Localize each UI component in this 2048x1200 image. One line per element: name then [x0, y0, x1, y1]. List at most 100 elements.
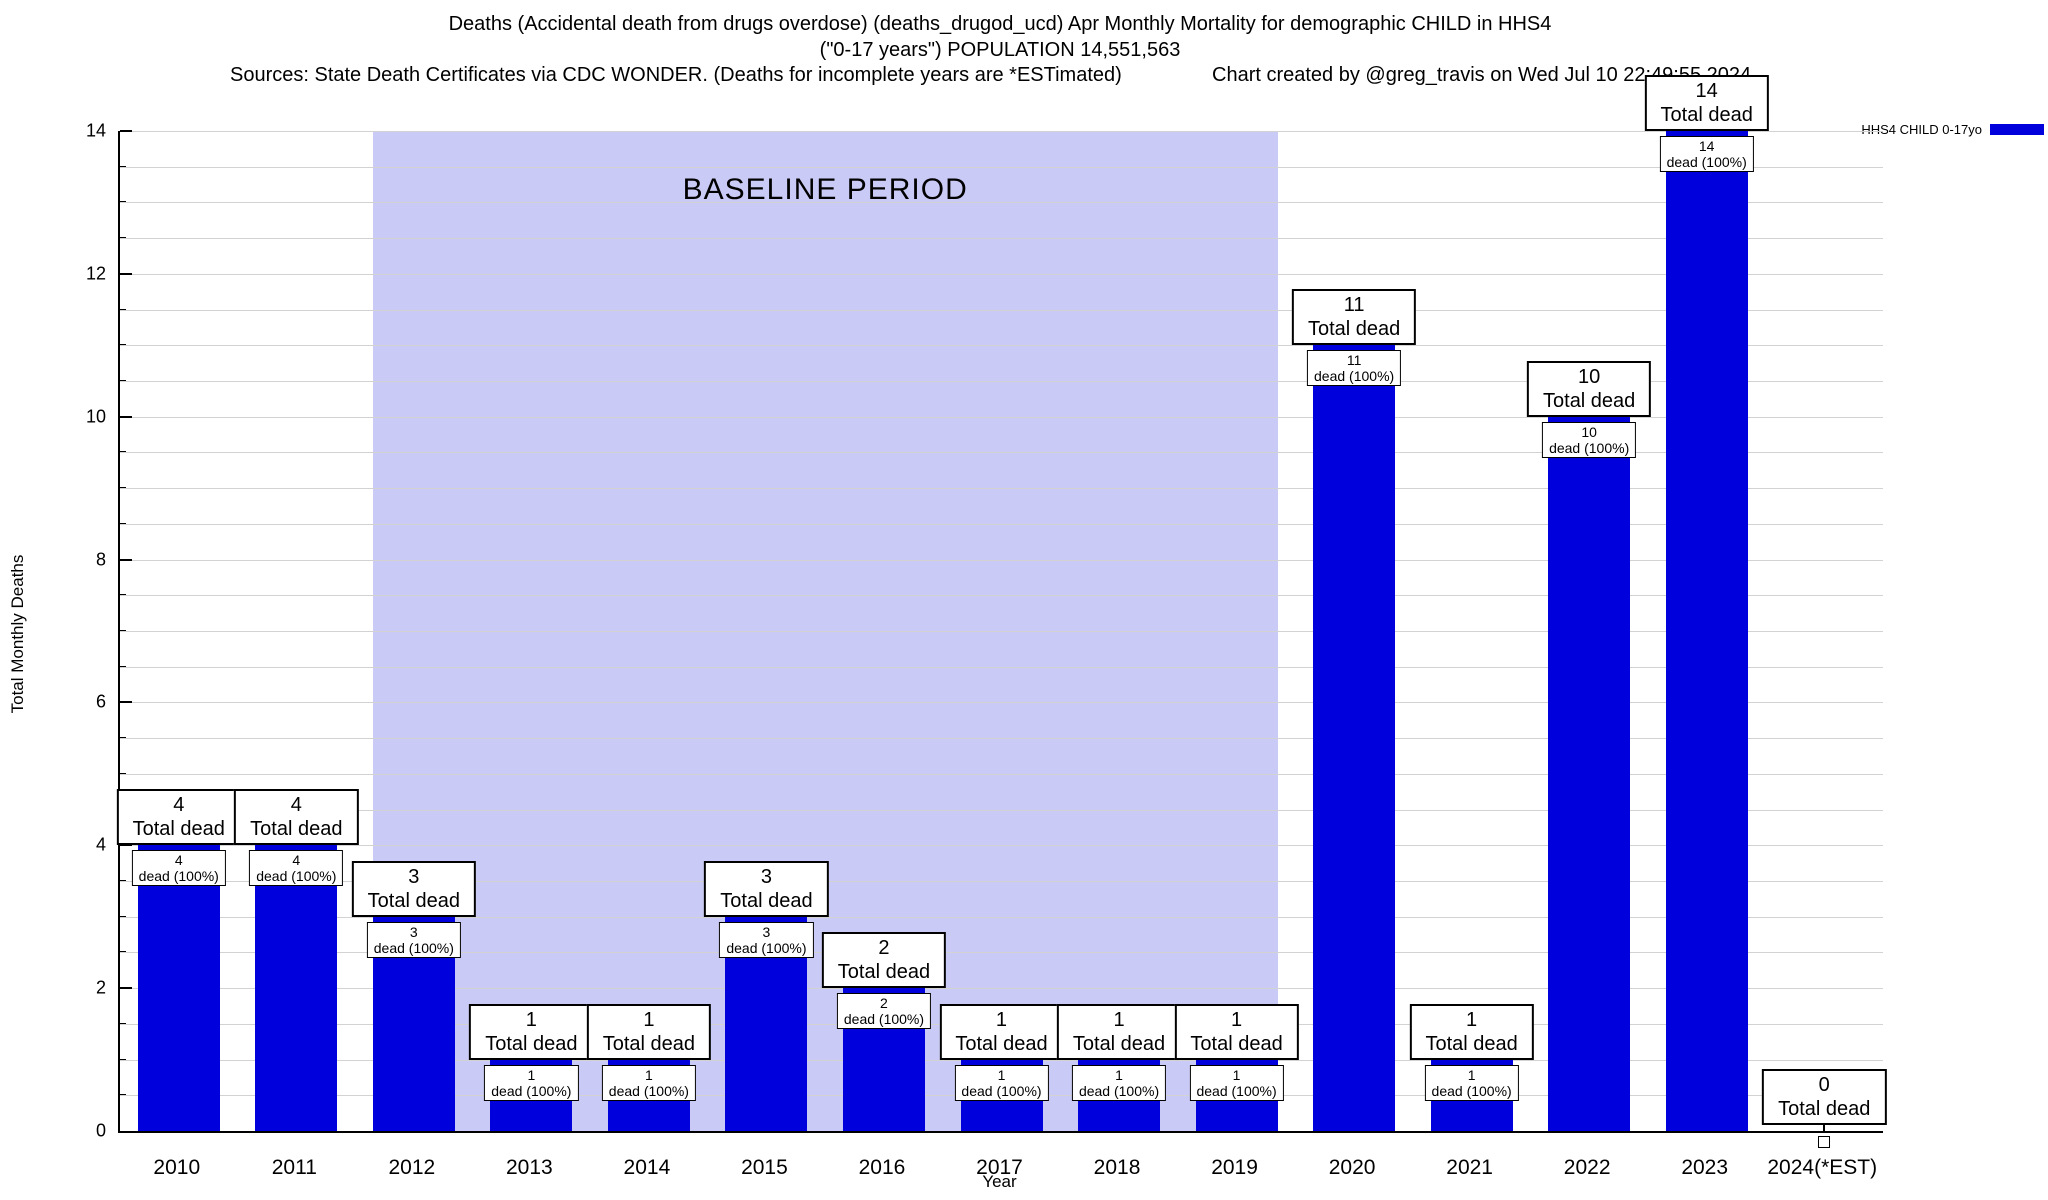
y-axis-tick: [120, 1058, 126, 1060]
total-dead-label: 3 Total dead: [351, 860, 476, 917]
total-dead-label: 1 Total dead: [1409, 1003, 1534, 1060]
total-dead-value: 1: [1230, 1008, 1243, 1031]
bar: [255, 845, 338, 1131]
x-axis-tick-label: 2014: [623, 1156, 671, 1179]
bar: [1548, 416, 1631, 1131]
y-axis-tick: [120, 308, 126, 310]
total-dead-value: 1: [1466, 1008, 1478, 1031]
bar-count-value: 2: [880, 995, 888, 1012]
zero-bar-marker: [1818, 1136, 1831, 1148]
x-axis-tick-label: 2020: [1328, 1156, 1376, 1179]
bar-count-value: 1: [527, 1066, 536, 1083]
bar-count-text: dead (100%): [491, 1082, 572, 1099]
total-dead-label: 4 Total dead: [116, 789, 241, 846]
total-dead-text: Total dead: [250, 818, 343, 841]
x-axis-tick: [1823, 1121, 1826, 1131]
y-axis-tick-label: 8: [95, 549, 106, 570]
bar-count-label: 14 dead (100%): [1659, 136, 1754, 172]
total-dead-label: 3 Total dead: [704, 860, 829, 917]
y-axis-tick-label: 12: [85, 263, 106, 284]
y-axis-tick: [120, 451, 126, 453]
y-axis-tick: [120, 344, 126, 346]
bar-count-text: dead (100%): [1314, 368, 1395, 385]
y-axis-tick: [120, 165, 126, 167]
gridline: [120, 345, 1883, 347]
bar-count-value: 14: [1698, 138, 1715, 154]
bar: [137, 845, 220, 1131]
y-axis-tick: [120, 237, 126, 239]
bar-count-text: dead (100%): [843, 1011, 925, 1028]
x-axis-tick-label: 2010: [153, 1156, 201, 1179]
total-dead-text: Total dead: [837, 961, 931, 984]
gridline: [120, 881, 1883, 882]
gridline: [120, 381, 1883, 382]
legend-label: HHS4 CHILD 0-17yo: [1861, 122, 1982, 137]
gridline: [120, 309, 1883, 311]
y-axis-tick: [120, 1022, 126, 1024]
bar-count-value: 3: [762, 923, 771, 940]
bar-count-label: 3 dead (100%): [719, 921, 814, 958]
bar-count-value: 3: [409, 923, 418, 940]
total-dead-text: Total dead: [132, 818, 225, 841]
legend-color-swatch: [1990, 124, 2044, 135]
total-dead-value: 3: [760, 865, 772, 888]
gridline: [120, 809, 1883, 811]
bar-count-value: 10: [1581, 423, 1597, 440]
gridline: [120, 238, 1883, 240]
baseline-period-label: BASELINE PERIOD: [682, 173, 968, 206]
total-dead-text: Total dead: [485, 1032, 578, 1055]
bar-count-value: 1: [1232, 1066, 1241, 1083]
total-dead-label: 14 Total dead: [1644, 75, 1769, 131]
gridline: [120, 559, 1883, 561]
total-dead-label: 1 Total dead: [586, 1003, 712, 1060]
total-dead-label: 1 Total dead: [469, 1003, 594, 1060]
legend: HHS4 CHILD 0-17yo: [1861, 122, 2044, 137]
y-axis-tick: [120, 522, 126, 524]
gridline: [120, 488, 1883, 490]
total-dead-text: Total dead: [602, 1032, 696, 1055]
bar-count-value: 4: [292, 852, 301, 869]
x-axis-tick-label: 2013: [506, 1156, 553, 1179]
gridline: [120, 916, 1883, 918]
x-axis-tick-label: 2017: [976, 1156, 1023, 1179]
bar-count-text: dead (100%): [1666, 154, 1747, 170]
gridline: [120, 273, 1883, 275]
bar: [1665, 131, 1748, 1131]
y-axis-tick: [120, 701, 132, 704]
gridline: [120, 988, 1883, 990]
total-dead-label: 2 Total dead: [821, 932, 947, 989]
y-axis-tick: [120, 201, 126, 203]
y-axis-tick: [120, 1094, 126, 1096]
bar-count-text: dead (100%): [961, 1082, 1042, 1099]
gridline: [120, 416, 1883, 418]
total-dead-label: 11 Total dead: [1291, 289, 1417, 346]
y-axis-tick: [120, 594, 126, 596]
total-dead-value: 1: [1113, 1008, 1125, 1031]
x-axis-title: Year: [982, 1172, 1017, 1191]
total-dead-text: Total dead: [1072, 1032, 1166, 1055]
total-dead-text: Total dead: [720, 889, 813, 912]
bar-count-text: dead (100%): [1431, 1082, 1512, 1099]
total-dead-text: Total dead: [1778, 1098, 1871, 1120]
total-dead-value: 10: [1578, 365, 1601, 388]
bar-count-label: 1 dead (100%): [954, 1064, 1049, 1101]
total-dead-label: 4 Total dead: [234, 789, 359, 846]
gridline: [120, 595, 1883, 597]
bar-count-label: 11 dead (100%): [1307, 350, 1402, 387]
total-dead-label: 0 Total dead: [1762, 1069, 1887, 1125]
bar-count-label: 3 dead (100%): [366, 921, 461, 958]
bar-count-label: 10 dead (100%): [1542, 421, 1637, 458]
x-axis-title-wrap: Year: [118, 1172, 1881, 1192]
bar-count-value: 1: [1115, 1066, 1123, 1083]
total-dead-value: 4: [173, 794, 185, 817]
total-dead-label: 1 Total dead: [1056, 1003, 1182, 1060]
x-axis-tick-label: 2015: [741, 1156, 788, 1179]
total-dead-text: Total dead: [1425, 1032, 1518, 1055]
bar-count-text: dead (100%): [1196, 1082, 1277, 1099]
credit-note: Chart created by @greg_travis on Wed Jul…: [1212, 64, 1752, 86]
sources-note: Sources: State Death Certificates via CD…: [230, 64, 1122, 86]
chart-title-line1: Deaths (Accidental death from drugs over…: [448, 13, 1552, 35]
gridline: [120, 131, 1883, 132]
total-dead-value: 1: [995, 1008, 1008, 1031]
